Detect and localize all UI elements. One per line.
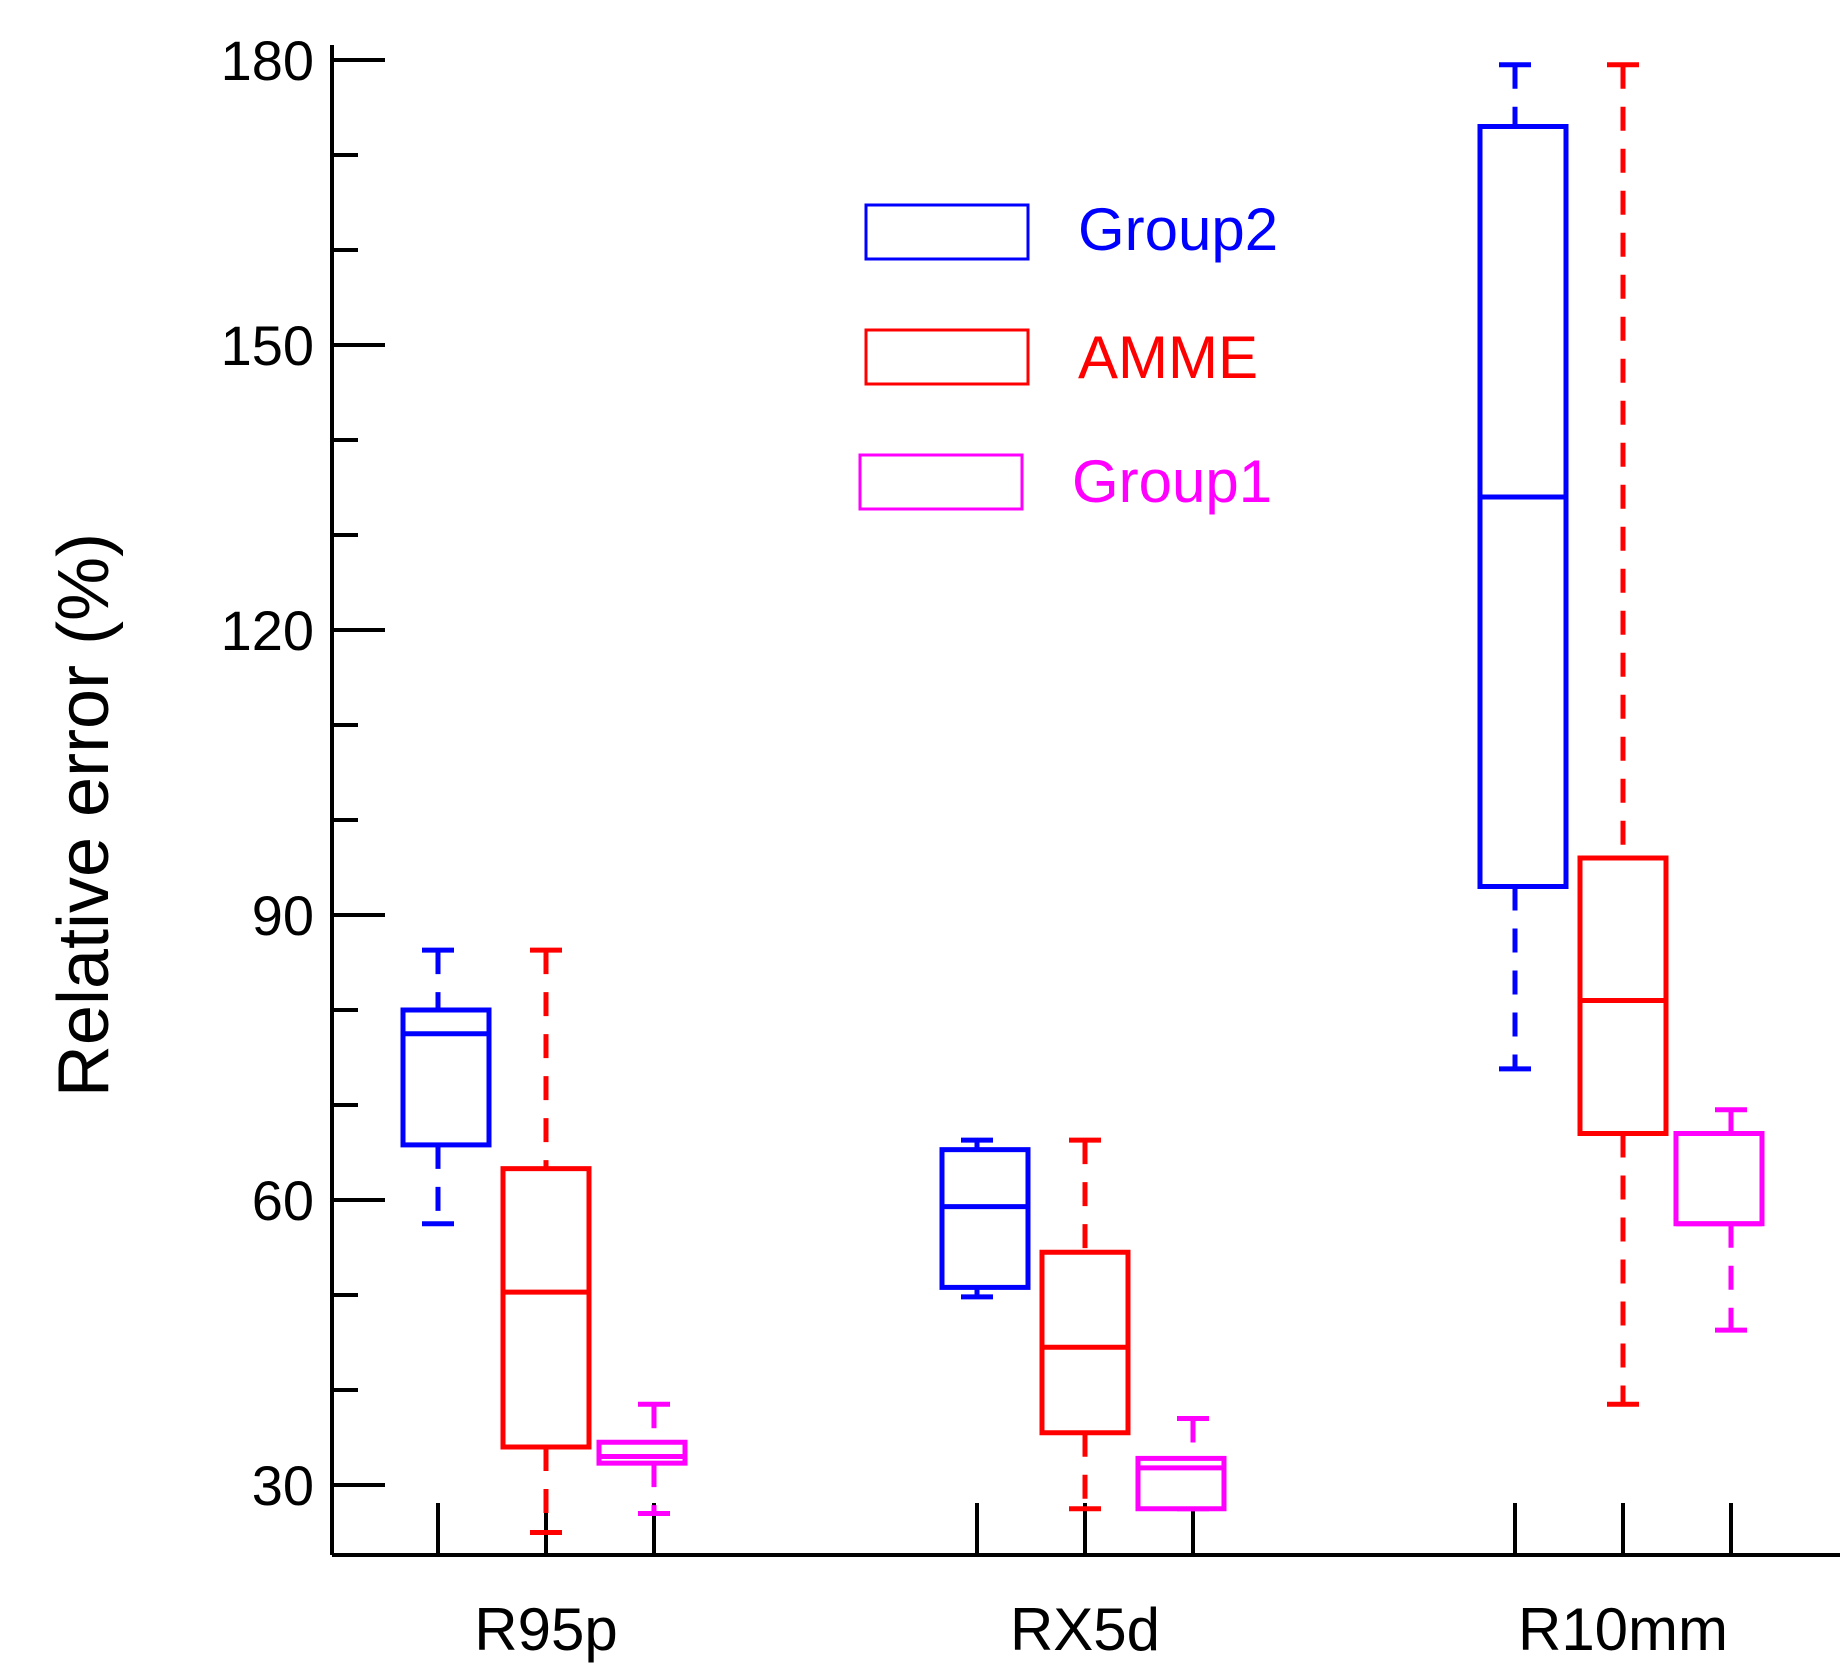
y-tick-label-90: 90 [252, 884, 314, 947]
box-Group1-RX5d [1135, 1416, 1227, 1512]
y-tick-label-180: 180 [221, 29, 314, 92]
y-tick-label-30: 30 [252, 1454, 314, 1517]
series-Group1 [596, 1107, 1765, 1516]
category-label-R95p: R95p [474, 1596, 617, 1663]
box-Group1-R95p [596, 1401, 688, 1516]
category-label-R10mm: R10mm [1518, 1596, 1728, 1663]
box-series [400, 62, 1765, 1535]
x-ticks [436, 1503, 1733, 1555]
legend-entry-AMME: AMME [864, 324, 1258, 391]
box-AMME-R10mm [1577, 62, 1669, 1407]
iqr-box [500, 1166, 592, 1450]
iqr-box [400, 1007, 492, 1148]
legend-entry-Group1: Group1 [858, 448, 1272, 515]
legend-label-Group2: Group2 [1078, 196, 1278, 263]
legend-label-AMME: AMME [1078, 324, 1258, 391]
iqr-box [1477, 124, 1569, 889]
iqr-box [1039, 1249, 1131, 1436]
y-tick-label-60: 60 [252, 1169, 314, 1232]
legend-label-Group1: Group1 [1072, 448, 1272, 515]
iqr-box [939, 1147, 1031, 1290]
box-Group1-R10mm [1673, 1107, 1765, 1333]
y-tick-label-150: 150 [221, 314, 314, 377]
iqr-box [1577, 855, 1669, 1136]
box-Group2-RX5d [939, 1137, 1031, 1300]
y-tick-label-120: 120 [221, 599, 314, 662]
legend-swatch-AMME [864, 328, 1030, 386]
y-axis-title: Relative error (%) [44, 533, 124, 1097]
series-Group2 [400, 62, 1569, 1300]
category-labels: R95p RX5d R10mm [474, 1596, 1728, 1663]
y-ticks: 30 60 90 120 150 180 [221, 29, 385, 1517]
legend: Group2 AMME Group1 [858, 196, 1278, 515]
legend-swatch-Group1 [858, 453, 1024, 511]
series-AMME [500, 62, 1669, 1535]
box-AMME-R95p [500, 947, 592, 1535]
box-AMME-RX5d [1039, 1137, 1131, 1512]
box-Group2-R10mm [1477, 62, 1569, 1072]
iqr-box [1673, 1131, 1765, 1227]
box-Group2-R95p [400, 947, 492, 1227]
legend-entry-Group2: Group2 [864, 196, 1278, 263]
legend-swatch-Group2 [864, 203, 1030, 261]
category-label-RX5d: RX5d [1010, 1596, 1160, 1663]
iqr-box [596, 1439, 688, 1466]
